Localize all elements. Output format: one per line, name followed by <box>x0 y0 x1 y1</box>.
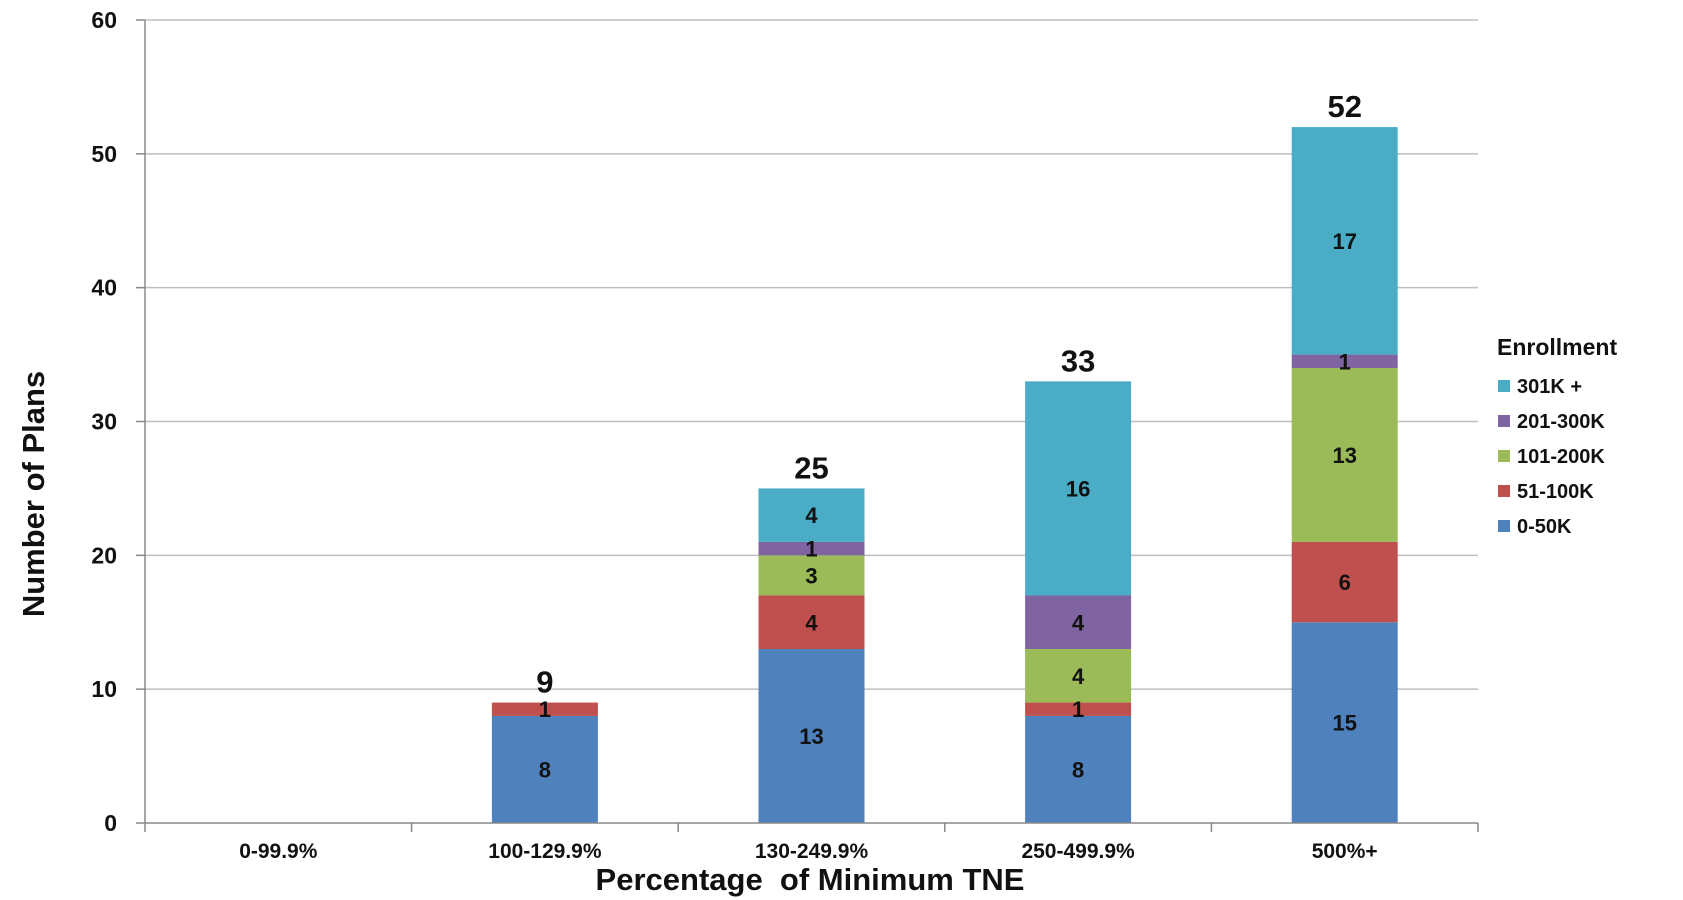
data-label: 1 <box>805 537 817 562</box>
bar-segment <box>758 541 865 556</box>
data-label: 13 <box>799 724 823 749</box>
data-label: 16 <box>1066 476 1090 501</box>
total-label: 9 <box>536 665 553 700</box>
legend-title: Enrollment <box>1497 334 1617 360</box>
data-label: 8 <box>1072 757 1084 782</box>
bar-segment <box>1291 367 1398 542</box>
bars <box>491 127 1398 823</box>
legend-swatch <box>1498 415 1510 427</box>
y-tick-label: 60 <box>91 7 117 33</box>
bar-segment <box>758 595 865 650</box>
axes <box>136 19 1479 832</box>
bar-segment <box>1025 702 1132 716</box>
bar-segment <box>1025 381 1132 596</box>
legend-label: 0-50K <box>1517 516 1572 538</box>
bar-segment <box>758 649 865 823</box>
legend-swatch <box>1498 485 1510 497</box>
x-tick-label: 250-499.9% <box>1021 840 1135 863</box>
y-tick-labels: 0 10 20 30 40 50 60 <box>91 7 117 836</box>
data-label: 4 <box>805 503 818 528</box>
bar-segment <box>1025 649 1132 703</box>
bar-segment <box>1025 595 1132 650</box>
total-labels: 9 25 33 52 <box>536 89 1362 699</box>
legend-swatch <box>1498 450 1510 462</box>
y-tick-label: 0 <box>104 810 117 836</box>
x-tick-label: 130-249.9% <box>755 840 869 863</box>
bar-segment <box>491 715 598 823</box>
legend-label: 201-300K <box>1517 411 1605 433</box>
bar-segment <box>1291 622 1398 823</box>
x-axis-title: Percentage of Minimum TNE <box>596 862 1025 897</box>
data-label: 17 <box>1332 229 1356 254</box>
x-tick-label: 0-99.9% <box>239 840 318 863</box>
x-tick-label: 500%+ <box>1312 840 1378 863</box>
x-tick-labels: 0-99.9% 100-129.9% 130-249.9% 250-499.9% 500… <box>239 840 1378 863</box>
data-label: 4 <box>1072 664 1085 689</box>
data-label: 4 <box>805 610 818 635</box>
bar-segment <box>758 488 865 542</box>
x-tick-label: 100-129.9% <box>488 840 602 863</box>
legend-swatch <box>1498 520 1510 532</box>
y-tick-label: 30 <box>91 409 117 435</box>
bar-segment <box>758 555 865 596</box>
y-axis-title: Number of Plans <box>16 371 51 617</box>
total-label: 25 <box>794 450 828 485</box>
data-label: 6 <box>1339 570 1351 595</box>
data-label: 1 <box>1072 697 1084 722</box>
data-label: 13 <box>1332 443 1356 468</box>
y-tick-label: 20 <box>91 542 117 568</box>
bar-segment <box>1291 541 1398 623</box>
bar-segment <box>1025 715 1132 823</box>
data-label: 8 <box>539 757 551 782</box>
legend-swatch <box>1498 380 1510 392</box>
y-tick-label: 10 <box>91 676 117 702</box>
data-label: 1 <box>539 697 551 722</box>
bar-segment <box>1291 354 1398 368</box>
legend-label: 51-100K <box>1517 481 1594 503</box>
gridlines <box>145 19 1478 690</box>
data-label: 1 <box>1339 349 1351 374</box>
data-label: 4 <box>1072 610 1085 635</box>
data-label: 15 <box>1332 711 1356 736</box>
bar-segment <box>1291 127 1398 355</box>
total-label: 33 <box>1061 343 1095 378</box>
legend-label: 301K + <box>1517 376 1582 398</box>
y-tick-label: 50 <box>91 141 117 167</box>
legend: Enrollment 301K + 201-300K 101-200K 51-100K… <box>1497 334 1617 538</box>
y-tick-label: 40 <box>91 275 117 301</box>
data-label: 3 <box>805 563 817 588</box>
total-label: 52 <box>1327 89 1361 124</box>
bar-segment <box>491 702 598 716</box>
legend-label: 101-200K <box>1517 446 1605 468</box>
